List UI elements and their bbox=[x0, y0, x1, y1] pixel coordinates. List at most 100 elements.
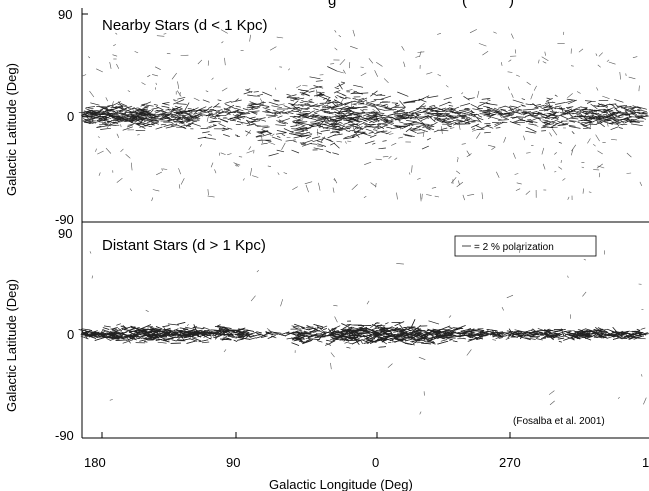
polarization-vector bbox=[151, 121, 159, 125]
polarization-vector bbox=[552, 118, 559, 123]
polarization-vector bbox=[512, 333, 517, 336]
polarization-vector bbox=[385, 338, 394, 342]
polarization-vector bbox=[215, 111, 221, 114]
polarization-vector bbox=[543, 108, 551, 111]
polarization-vector bbox=[579, 110, 589, 116]
polarization-vector bbox=[193, 110, 198, 115]
polarization-vector bbox=[124, 336, 135, 338]
polarization-vector bbox=[217, 117, 229, 123]
polarization-vector bbox=[212, 102, 220, 109]
polarization-vector bbox=[486, 328, 498, 332]
polarization-vector bbox=[122, 334, 130, 339]
polarization-vector bbox=[188, 114, 199, 118]
polarization-vector bbox=[568, 125, 576, 127]
polarization-vector bbox=[324, 331, 336, 335]
polarization-vector bbox=[383, 103, 388, 106]
polarization-vector bbox=[143, 113, 149, 116]
polarization-vector bbox=[541, 147, 545, 155]
polarization-vector bbox=[543, 331, 551, 334]
polarization-vector bbox=[554, 152, 557, 155]
polarization-vector bbox=[619, 71, 621, 80]
polarization-vector bbox=[625, 112, 637, 116]
polarization-vector bbox=[235, 330, 244, 334]
polarization-vector bbox=[476, 117, 484, 121]
polarization-vector bbox=[320, 116, 329, 120]
polarization-vector bbox=[450, 177, 457, 184]
polarization-vector bbox=[89, 251, 92, 254]
polarization-vector bbox=[173, 107, 179, 111]
polarization-vector bbox=[233, 339, 238, 342]
polarization-vector bbox=[530, 114, 535, 116]
polarization-vector bbox=[83, 120, 91, 125]
polarization-vector bbox=[526, 152, 531, 154]
polarization-vector bbox=[319, 93, 331, 99]
polarization-vector bbox=[579, 332, 585, 336]
polarization-vector bbox=[323, 97, 327, 100]
polarization-vector bbox=[111, 111, 118, 117]
polarization-vector bbox=[171, 72, 177, 80]
polarization-vector bbox=[194, 114, 199, 117]
polarization-vector bbox=[244, 130, 251, 134]
polarization-vector bbox=[363, 332, 376, 338]
polarization-vector bbox=[525, 114, 530, 117]
polarization-vector bbox=[620, 332, 628, 336]
polarization-vector bbox=[211, 332, 221, 335]
polarization-vector bbox=[342, 108, 354, 112]
polarization-vector bbox=[607, 335, 617, 339]
polarization-vector bbox=[514, 334, 526, 337]
polarization-vector bbox=[96, 111, 107, 117]
polarization-vector bbox=[246, 116, 255, 121]
polarization-vector bbox=[368, 58, 374, 64]
polarization-vector bbox=[84, 329, 88, 334]
polarization-vector bbox=[630, 113, 641, 118]
polarization-vector bbox=[248, 146, 252, 150]
polarization-vector bbox=[204, 137, 216, 140]
polarization-vector bbox=[210, 329, 220, 331]
polarization-vector bbox=[546, 111, 557, 118]
polarization-vector bbox=[145, 104, 154, 107]
polarization-vector bbox=[375, 112, 385, 114]
polarization-vector bbox=[418, 95, 430, 102]
polarization-vector bbox=[606, 328, 615, 333]
polarization-vector bbox=[131, 107, 138, 110]
polarization-vector bbox=[365, 327, 375, 332]
polarization-vector bbox=[549, 332, 555, 336]
polarization-vector bbox=[262, 91, 273, 97]
polarization-vector bbox=[163, 123, 174, 127]
polarization-vector bbox=[174, 110, 186, 114]
polarization-vector bbox=[327, 100, 331, 102]
polarization-vector bbox=[612, 111, 624, 114]
polarization-vector bbox=[323, 328, 327, 331]
polarization-vector bbox=[343, 69, 346, 74]
polarization-vector bbox=[504, 117, 508, 120]
polarization-vector bbox=[102, 329, 108, 332]
polarization-vector bbox=[310, 121, 321, 127]
polarization-vector bbox=[424, 341, 435, 343]
polarization-vector bbox=[119, 112, 123, 117]
polarization-vector bbox=[552, 128, 558, 136]
polarization-vector bbox=[331, 131, 340, 133]
polarization-vector bbox=[327, 66, 337, 72]
polarization-vector bbox=[197, 334, 208, 338]
polarization-vector bbox=[249, 34, 251, 42]
polarization-vector bbox=[367, 332, 372, 335]
polarization-vector bbox=[279, 333, 286, 337]
polarization-vector bbox=[155, 106, 164, 111]
polarization-vector bbox=[595, 112, 600, 115]
polarization-vector bbox=[253, 95, 260, 97]
polarization-vector bbox=[106, 123, 111, 127]
polarization-vector bbox=[101, 332, 107, 335]
polarization-vector bbox=[565, 100, 573, 103]
polarization-vector bbox=[217, 333, 226, 338]
polarization-vector bbox=[363, 340, 374, 344]
polarization-vector bbox=[643, 397, 647, 405]
polarization-vector bbox=[228, 109, 239, 114]
polarization-vector bbox=[329, 120, 340, 125]
polarization-vector bbox=[175, 331, 186, 333]
polarization-vector bbox=[365, 104, 377, 108]
polarization-vector bbox=[501, 121, 508, 124]
polarization-vector bbox=[205, 90, 209, 93]
polarization-vector bbox=[137, 134, 140, 136]
polarization-vector bbox=[311, 114, 322, 119]
polarization-vector bbox=[581, 330, 590, 336]
